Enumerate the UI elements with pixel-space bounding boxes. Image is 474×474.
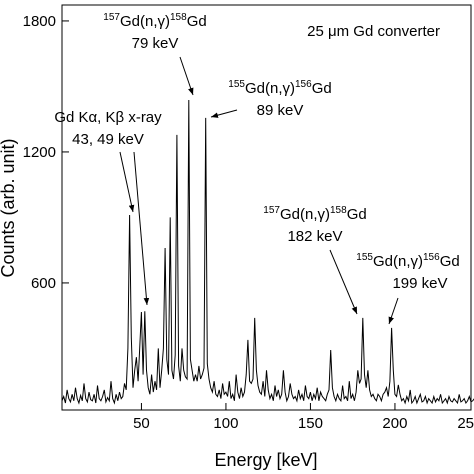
mass-number: 155 [228, 79, 245, 90]
reaction: Gd(n,γ) [280, 206, 330, 223]
element: Gd [440, 253, 460, 270]
element: Gd [347, 206, 367, 223]
mass-number: 157 [103, 12, 120, 23]
y-tick-label: 1200 [23, 144, 56, 161]
x-tick-label: 50 [133, 415, 150, 432]
spectrum-line [61, 99, 474, 405]
chart-title: 25 μm Gd converter [307, 23, 440, 40]
x-tick-label: 150 [298, 415, 323, 432]
mass-number: 157 [263, 205, 280, 216]
arrows [119, 56, 399, 325]
x-tick-label: 25 [457, 415, 474, 432]
annotation-energy: 79 keV [132, 35, 179, 52]
x-axis-label: Energy [keV] [214, 450, 317, 470]
x-tick-label: 100 [213, 415, 238, 432]
mass-number: 156 [295, 79, 312, 90]
reaction: Gd(n,γ) [120, 13, 170, 30]
annotation-label: 155Gd(n,γ)156Gd [228, 79, 331, 97]
element: Gd [312, 80, 332, 97]
annotation-label: 157Gd(n,γ)158Gd [103, 12, 206, 30]
annotation-label: 155Gd(n,γ)156Gd [356, 252, 459, 270]
annotation-label: Gd Kα, Kβ x-ray [54, 109, 162, 126]
mass-number: 158 [330, 205, 347, 216]
mass-number: 158 [170, 12, 187, 23]
annotation-energy: 43, 49 keV [72, 131, 144, 148]
reaction: Gd(n,γ) [245, 80, 295, 97]
annotation-energy: 89 keV [257, 102, 304, 119]
annotation-energy: 199 keV [392, 275, 447, 292]
x-tick-label: 200 [382, 415, 407, 432]
reaction: Gd(n,γ) [373, 253, 423, 270]
y-axis-label: Counts (arb. unit) [0, 138, 18, 277]
annotation-energy: 182 keV [287, 228, 342, 245]
element: Gd [187, 13, 207, 30]
plot-frame [61, 4, 472, 411]
mass-number: 155 [356, 252, 373, 263]
y-tick-label: 1800 [23, 13, 56, 30]
y-tick-label: 600 [31, 275, 56, 292]
mass-number: 156 [423, 252, 440, 263]
annotation-label: 157Gd(n,γ)158Gd [263, 205, 366, 223]
